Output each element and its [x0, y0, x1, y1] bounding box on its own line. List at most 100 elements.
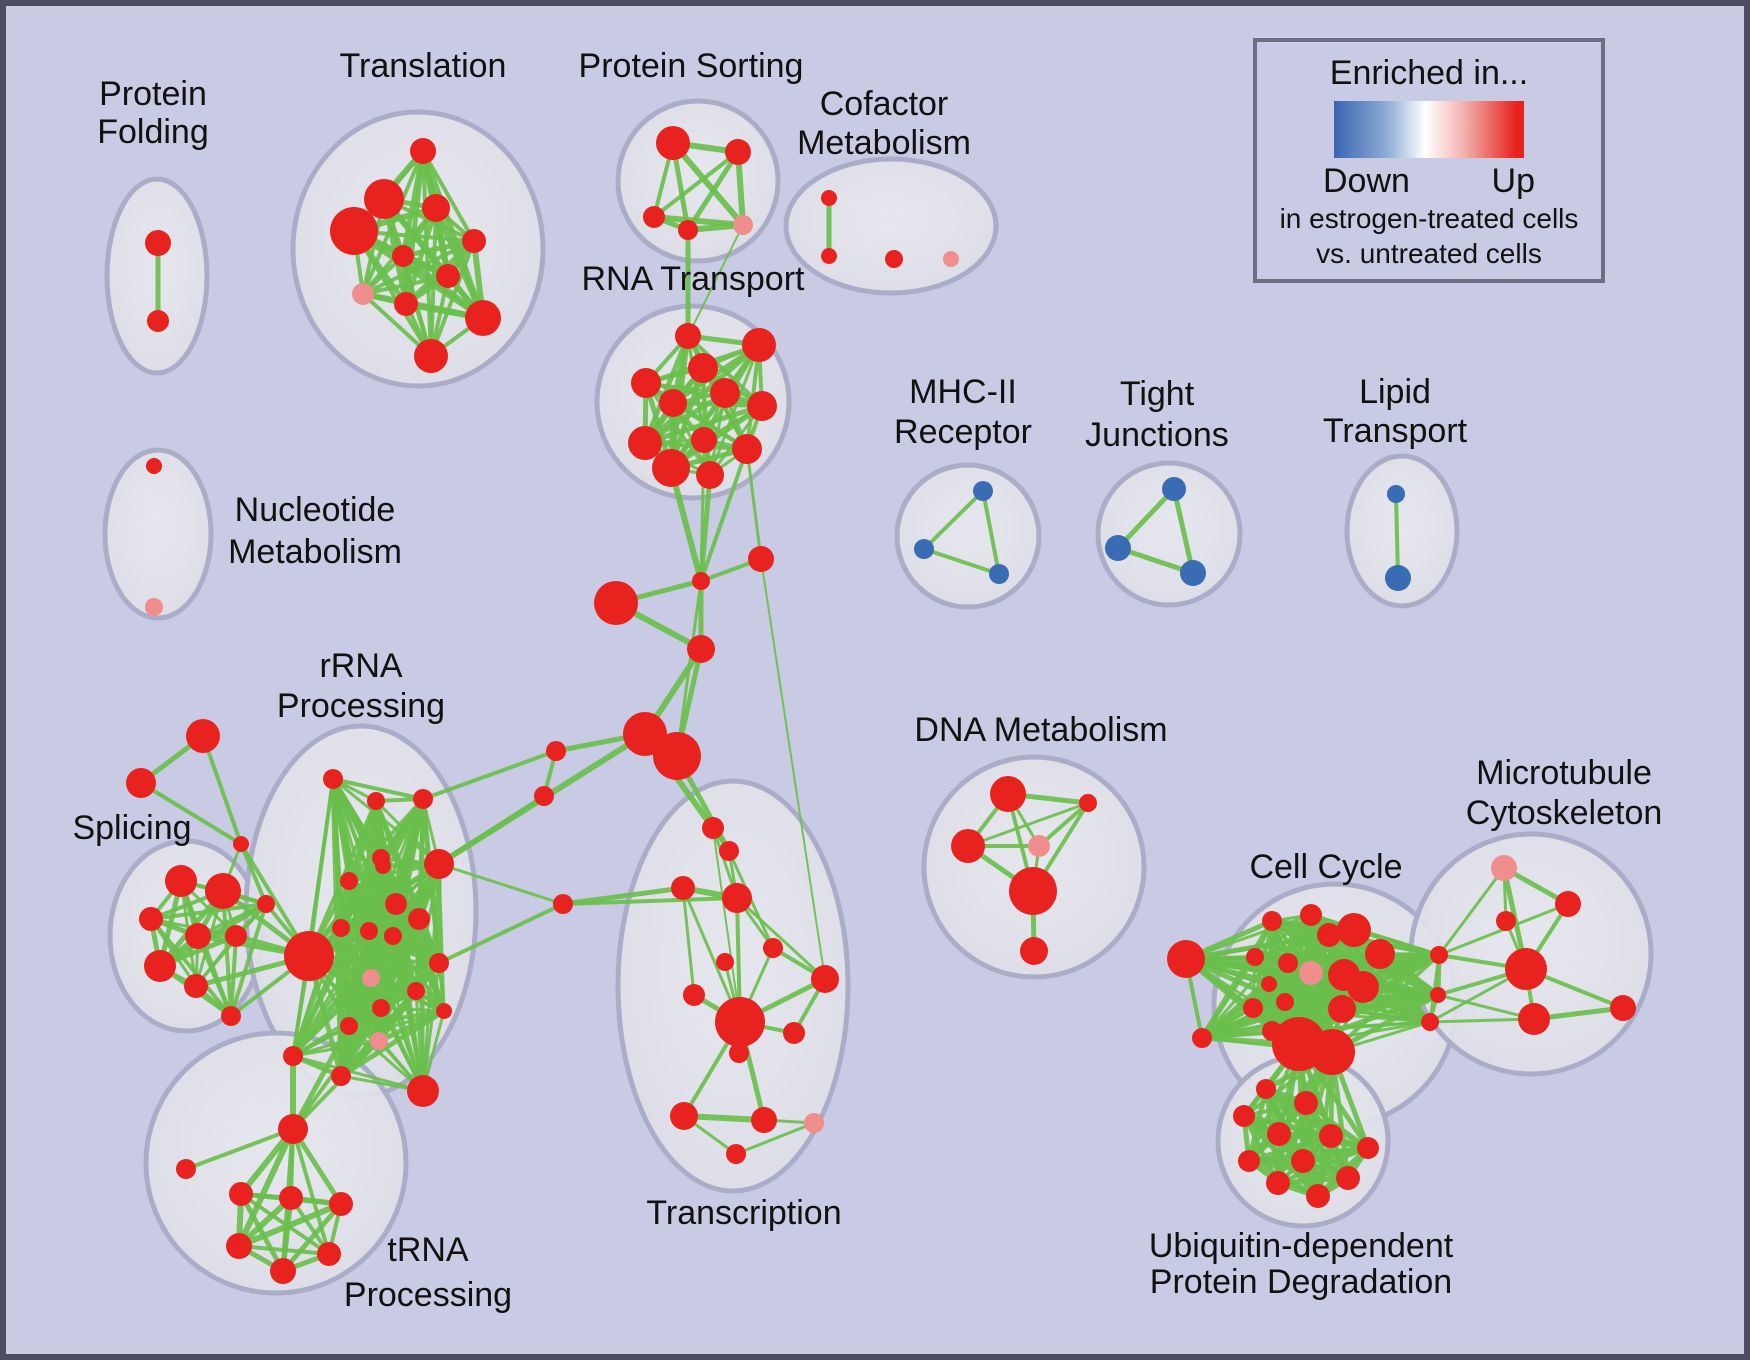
node-up	[1238, 1150, 1260, 1172]
edge	[1436, 993, 1536, 1021]
node-up	[716, 953, 734, 971]
node-up	[670, 1102, 698, 1130]
node-up	[1518, 1003, 1550, 1035]
cluster-label-protein-sorting-line1: Protein Sorting	[579, 47, 804, 85]
node-up	[1261, 976, 1277, 992]
edge	[668, 465, 704, 584]
node-up	[283, 1046, 303, 1066]
node-up	[340, 1017, 358, 1035]
node-down	[1105, 535, 1131, 561]
cluster-bubble-dna-metabolism	[921, 754, 1147, 980]
node-up	[821, 190, 837, 206]
node-up	[1421, 1013, 1439, 1031]
node-up	[165, 865, 197, 897]
edge	[642, 403, 765, 446]
edge	[561, 896, 739, 906]
node-up	[1233, 1105, 1255, 1127]
edge	[437, 794, 546, 866]
node-up	[732, 434, 762, 464]
node-up	[1079, 794, 1097, 812]
node-up	[225, 925, 247, 947]
edge	[1200, 955, 1257, 1040]
cluster-label-trna-processing-line2: Processing	[344, 1276, 512, 1314]
node-up-light	[1491, 855, 1517, 881]
edge	[1276, 1146, 1370, 1185]
cluster-label-protein-folding-line1: Protein	[99, 75, 207, 113]
edge	[922, 547, 1001, 576]
node-up	[332, 919, 350, 937]
edge	[1253, 913, 1313, 959]
legend-subtitle-line1: in estrogen-treated cells	[1279, 203, 1579, 234]
cluster-label-ubiquitin-degradation-line2: Protein Degradation	[1150, 1263, 1452, 1301]
node-up	[653, 732, 701, 780]
node-up-light	[1299, 961, 1323, 985]
node-up	[1347, 971, 1379, 1003]
node-up	[279, 1186, 303, 1210]
edge	[712, 827, 741, 1023]
edge	[1171, 486, 1196, 576]
legend-box: Enriched in... Down Up in estrogen-treat…	[1253, 38, 1605, 283]
node-down	[1387, 485, 1405, 503]
node-up	[811, 965, 839, 993]
node-up	[1300, 904, 1322, 926]
edge	[400, 238, 477, 259]
node-up	[702, 817, 724, 839]
edge	[429, 239, 476, 358]
node-up	[226, 1233, 252, 1259]
edge	[291, 1127, 331, 1256]
node-up	[270, 1258, 296, 1284]
node-up	[683, 984, 705, 1006]
edge	[1394, 492, 1400, 580]
node-up	[631, 368, 661, 398]
edge	[229, 902, 268, 1018]
node-up	[747, 391, 777, 421]
cluster-label-rna-transport-line1: RNA Transport	[582, 260, 806, 298]
node-up	[1291, 1149, 1315, 1173]
node-up	[462, 229, 486, 253]
node-up	[1243, 998, 1263, 1018]
cluster-label-nucleotide-metabolism-line2: Metabolism	[228, 533, 402, 571]
cluster-label-lipid-transport-line2: Transport	[1323, 412, 1468, 450]
node-up	[408, 908, 430, 930]
node-up	[671, 876, 695, 900]
node-down	[1180, 560, 1206, 586]
edge	[745, 447, 763, 561]
edge	[236, 1126, 296, 1249]
node-up	[413, 789, 433, 809]
cluster-label-tight-junctions-line1: Tight	[1120, 375, 1195, 413]
cluster-label-transcription-line1: Transcription	[646, 1194, 841, 1232]
node-up	[1266, 1171, 1290, 1195]
node-up-light	[352, 283, 374, 305]
edge	[687, 224, 744, 337]
edge	[1115, 486, 1177, 551]
cluster-label-mhc-ii-receptor-line1: MHC-II	[909, 373, 1017, 411]
node-up	[278, 1114, 308, 1144]
edge	[922, 489, 985, 551]
node-up	[139, 907, 163, 931]
node-up	[1357, 1137, 1379, 1159]
cluster-label-microtubule-cytoskeleton-line1: Microtubule	[1476, 754, 1652, 792]
node-up	[184, 974, 208, 998]
cluster-label-rrna-processing-line1: rRNA	[319, 647, 402, 685]
edge	[699, 447, 749, 583]
node-up	[385, 893, 407, 915]
edge	[966, 801, 1090, 848]
edge	[437, 902, 565, 965]
node-up	[710, 378, 740, 408]
node-up	[1337, 913, 1371, 947]
node-up	[1267, 1122, 1291, 1146]
node-down	[1385, 565, 1411, 591]
cluster-label-mhc-ii-receptor-line2: Receptor	[894, 413, 1032, 451]
edge	[307, 777, 335, 958]
legend-down-label: Down	[1323, 162, 1410, 200]
node-up	[422, 194, 450, 222]
cluster-label-trna-processing-line1: tRNA	[387, 1231, 469, 1269]
node-up	[726, 1144, 746, 1164]
node-up	[553, 894, 573, 914]
node-up	[185, 923, 211, 949]
node-up	[1256, 1079, 1276, 1099]
node-up	[1278, 953, 1298, 973]
node-up	[375, 858, 391, 874]
node-up	[384, 927, 402, 945]
node-up	[205, 873, 241, 909]
